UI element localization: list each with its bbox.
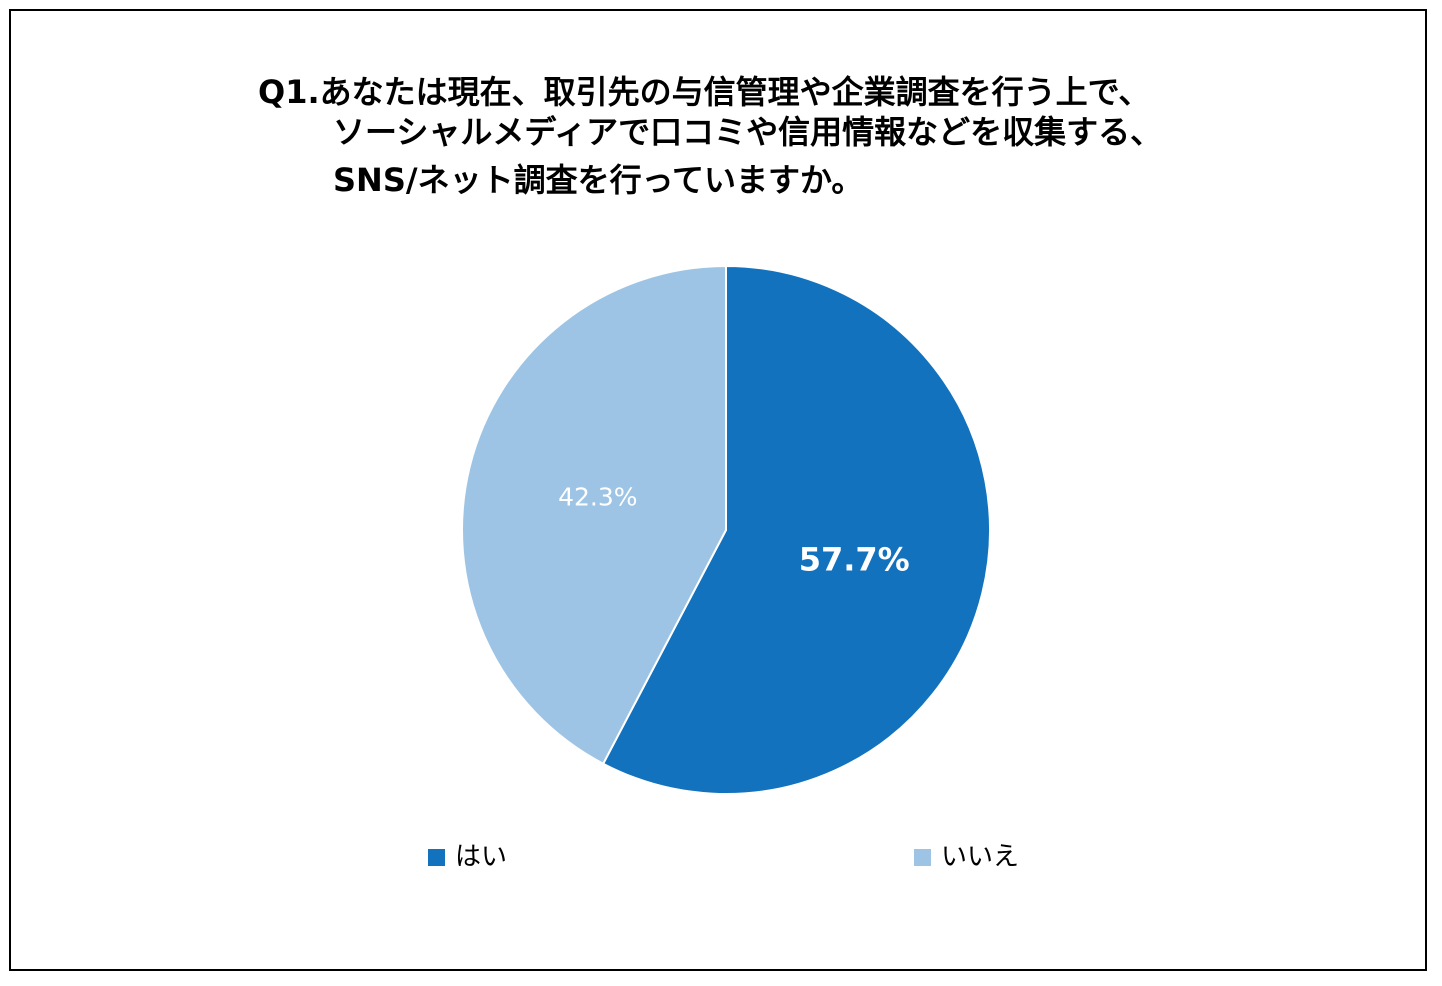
chart-title-line-2: ソーシャルメディアで口コミや信用情報などを収集する、 [333,113,1163,151]
data-label-hai: 57.7% [799,541,910,579]
chart-title-line-1: Q1.あなたは現在、取引先の与信管理や企業調査を行う上で、 [258,73,1151,111]
pie-slice-hai [601,264,991,795]
legend-swatch-hai [428,848,445,866]
legend-swatch-iie [914,848,931,866]
chart-title-line-3: SNS/ネット調査を行っていますか。 [333,161,864,199]
data-label-iie: 42.3% [558,482,637,511]
pie-slice-iie [461,264,727,766]
legend-item-hai: はい [428,844,507,870]
legend-label-iie: いいえ [941,842,1020,872]
legend-item-iie: いいえ [914,844,1019,870]
chart-title: Q1.あなたは現在、取引先の与信管理や企業調査を行う上で、 ソーシャルメディアで… [0,0,1442,210]
legend-label-hai: はい [455,842,508,872]
